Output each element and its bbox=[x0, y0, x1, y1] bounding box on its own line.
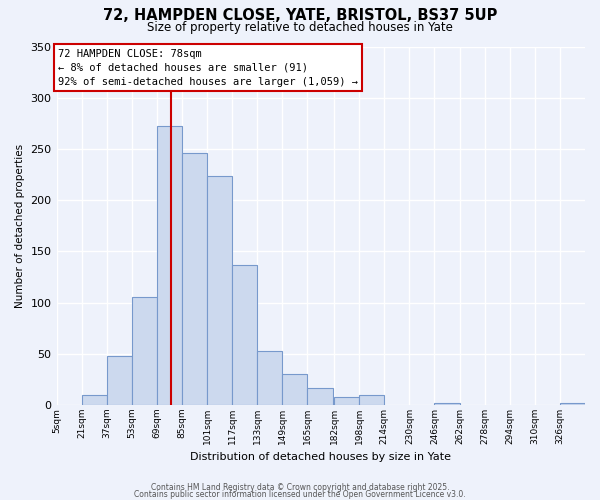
Text: 72, HAMPDEN CLOSE, YATE, BRISTOL, BS37 5UP: 72, HAMPDEN CLOSE, YATE, BRISTOL, BS37 5… bbox=[103, 8, 497, 22]
Bar bbox=[283, 374, 307, 405]
Bar bbox=[359, 395, 384, 405]
Bar bbox=[307, 388, 332, 405]
Bar bbox=[107, 356, 132, 405]
Bar bbox=[82, 395, 107, 405]
Text: 72 HAMPDEN CLOSE: 78sqm
← 8% of detached houses are smaller (91)
92% of semi-det: 72 HAMPDEN CLOSE: 78sqm ← 8% of detached… bbox=[58, 48, 358, 86]
Bar bbox=[334, 397, 359, 405]
Text: Size of property relative to detached houses in Yate: Size of property relative to detached ho… bbox=[147, 21, 453, 34]
Y-axis label: Number of detached properties: Number of detached properties bbox=[15, 144, 25, 308]
X-axis label: Distribution of detached houses by size in Yate: Distribution of detached houses by size … bbox=[190, 452, 451, 462]
Bar bbox=[257, 350, 283, 405]
Bar bbox=[560, 403, 585, 405]
Bar bbox=[132, 298, 157, 405]
Bar bbox=[157, 126, 182, 405]
Text: Contains public sector information licensed under the Open Government Licence v3: Contains public sector information licen… bbox=[134, 490, 466, 499]
Bar bbox=[207, 176, 232, 405]
Text: Contains HM Land Registry data © Crown copyright and database right 2025.: Contains HM Land Registry data © Crown c… bbox=[151, 484, 449, 492]
Bar bbox=[182, 153, 207, 405]
Bar bbox=[232, 264, 257, 405]
Bar bbox=[434, 403, 460, 405]
